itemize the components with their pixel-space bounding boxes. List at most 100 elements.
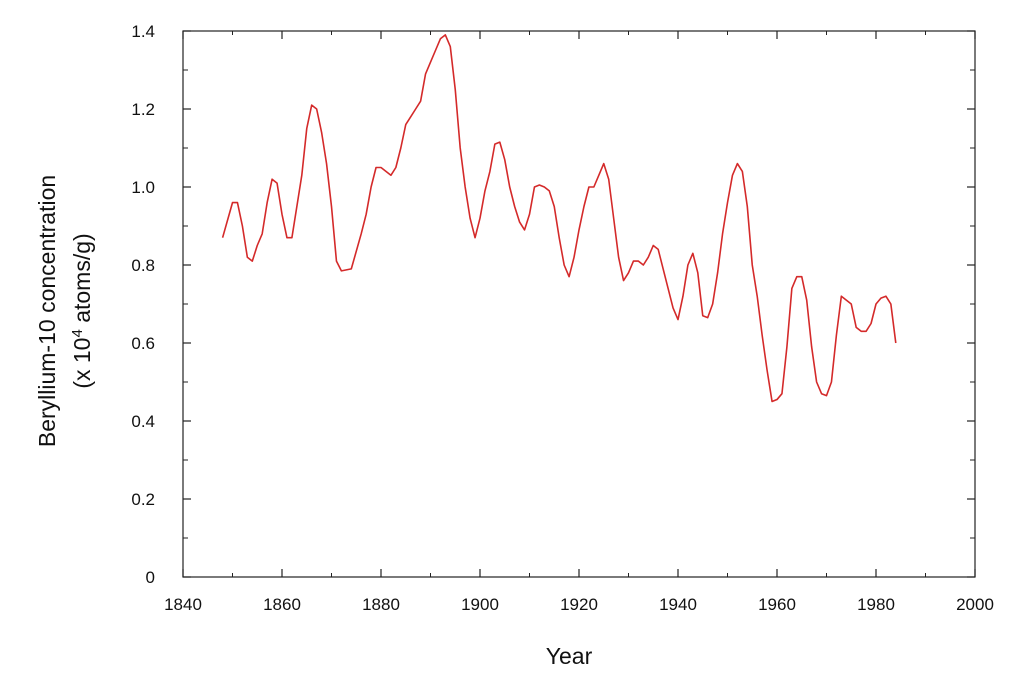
data-point	[474, 237, 476, 239]
data-point	[271, 178, 273, 180]
data-point	[415, 108, 417, 110]
plot-frame	[182, 30, 976, 578]
y-tick-label: 0	[146, 568, 155, 587]
data-point	[563, 264, 565, 266]
data-point	[741, 171, 743, 173]
data-point	[301, 174, 303, 176]
data-point	[746, 206, 748, 208]
data-point	[529, 213, 531, 215]
data-point	[855, 327, 857, 329]
data-point	[242, 225, 244, 227]
data-point	[776, 399, 778, 401]
data-point	[638, 260, 640, 262]
data-point	[885, 295, 887, 297]
data-point	[246, 256, 248, 258]
data-point	[390, 174, 392, 176]
y-tick-label: 1.2	[131, 100, 155, 119]
data-point	[702, 315, 704, 317]
data-point	[286, 237, 288, 239]
data-point	[628, 272, 630, 274]
data-point	[543, 186, 545, 188]
y-tick-label: 1.0	[131, 178, 155, 197]
data-point	[484, 190, 486, 192]
data-point	[222, 237, 224, 239]
data-point	[454, 89, 456, 91]
data-point	[469, 217, 471, 219]
data-point	[479, 217, 481, 219]
data-point	[459, 147, 461, 149]
data-point	[712, 303, 714, 305]
series-layer	[221, 34, 897, 403]
y-tick-label: 0.6	[131, 334, 155, 353]
y-tick-label: 0.2	[131, 490, 155, 509]
data-point	[519, 221, 521, 223]
data-point	[385, 171, 387, 173]
data-point	[821, 393, 823, 395]
y-axis-units-suffix: atoms/g)	[69, 233, 95, 329]
data-point	[697, 272, 699, 274]
x-tick-label: 1880	[362, 595, 400, 614]
y-tick-label: 1.4	[131, 22, 155, 41]
data-point	[652, 245, 654, 247]
x-axis: 1840 1860 1880 1900 1920 1940 1960 1980 2000	[164, 31, 994, 614]
data-point	[266, 202, 268, 204]
data-point	[291, 237, 293, 239]
data-point	[435, 50, 437, 52]
data-point	[410, 116, 412, 118]
data-point	[840, 295, 842, 297]
y-axis-units: (x 104 atoms/g)	[69, 233, 95, 388]
data-point	[573, 256, 575, 258]
data-point	[251, 260, 253, 262]
data-point	[732, 174, 734, 176]
data-point	[578, 229, 580, 231]
x-tick-label: 1960	[758, 595, 796, 614]
data-point	[860, 330, 862, 332]
x-tick-label: 2000	[956, 595, 994, 614]
data-point	[440, 38, 442, 40]
y-tick-label: 0.4	[131, 412, 155, 431]
data-point	[845, 299, 847, 301]
data-point	[261, 233, 263, 235]
data-point	[548, 190, 550, 192]
data-point	[707, 317, 709, 319]
data-point	[281, 213, 283, 215]
data-point	[766, 369, 768, 371]
y-tick-label: 0.8	[131, 256, 155, 275]
data-point	[687, 264, 689, 266]
data-point	[514, 206, 516, 208]
data-point	[425, 73, 427, 75]
data-point	[647, 256, 649, 258]
data-point	[756, 295, 758, 297]
data-point	[618, 256, 620, 258]
data-point	[316, 108, 318, 110]
data-point	[801, 276, 803, 278]
data-point	[494, 143, 496, 145]
x-tick-label: 1920	[560, 595, 598, 614]
data-point	[489, 171, 491, 173]
data-point	[380, 167, 382, 169]
data-point	[276, 182, 278, 184]
data-point	[524, 229, 526, 231]
data-point	[836, 334, 838, 336]
data-point	[534, 186, 536, 188]
data-point	[539, 184, 541, 186]
data-point	[400, 147, 402, 149]
data-point	[553, 206, 555, 208]
data-point	[727, 202, 729, 204]
data-point	[880, 297, 882, 299]
data-point	[890, 303, 892, 305]
data-point	[657, 249, 659, 251]
data-point	[613, 217, 615, 219]
x-tick-label: 1900	[461, 595, 499, 614]
data-point	[504, 159, 506, 161]
data-point	[831, 381, 833, 383]
data-point	[311, 104, 313, 106]
x-tick-label: 1980	[857, 595, 895, 614]
data-point	[603, 163, 605, 165]
y-axis: 0 0.2 0.4 0.6 0.8 1.0 1.2 1.4	[131, 22, 975, 587]
data-point	[499, 141, 501, 143]
data-point	[558, 237, 560, 239]
y-axis-units-superscript: 4	[69, 329, 86, 337]
x-axis-title: Year	[546, 643, 593, 669]
